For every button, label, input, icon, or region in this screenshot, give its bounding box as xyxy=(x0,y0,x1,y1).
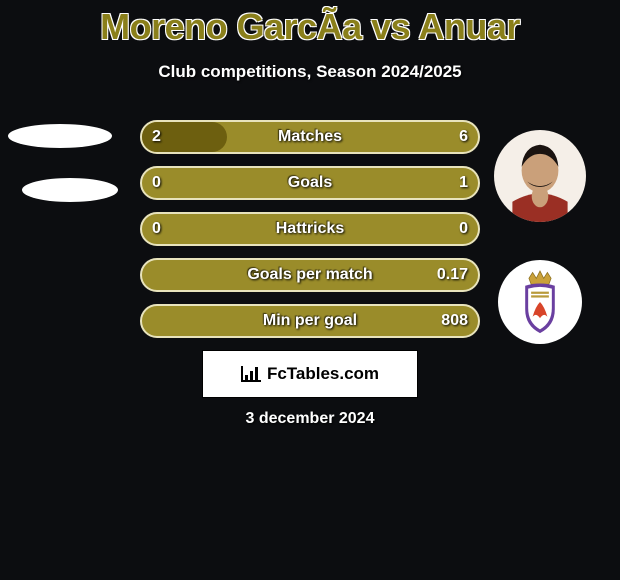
stat-left-value: 2 xyxy=(152,120,161,154)
date-text: 3 december 2024 xyxy=(0,410,620,428)
stat-bar-bg xyxy=(140,304,480,338)
avatar-placeholder xyxy=(22,178,118,202)
stat-right-value: 808 xyxy=(441,304,468,338)
stat-bar-bg xyxy=(140,258,480,292)
stat-left-value: 0 xyxy=(152,212,161,246)
avatar-placeholder xyxy=(8,124,112,148)
stat-right-value: 6 xyxy=(459,120,468,154)
stat-left-value: 0 xyxy=(152,166,161,200)
chart-icon xyxy=(241,366,261,382)
stat-right-value: 1 xyxy=(459,166,468,200)
club-badge xyxy=(498,260,582,344)
stat-right-value: 0 xyxy=(459,212,468,246)
stat-bar-bg xyxy=(140,120,480,154)
stat-bar-bg xyxy=(140,212,480,246)
branding-box: FcTables.com xyxy=(202,350,418,398)
branding-text: FcTables.com xyxy=(267,364,379,384)
stat-right-value: 0.17 xyxy=(437,258,468,292)
page-title: Moreno GarcÃ­a vs Anuar xyxy=(0,0,620,48)
subtitle: Club competitions, Season 2024/2025 xyxy=(0,62,620,82)
player-avatar xyxy=(494,130,586,222)
stat-bar-bg xyxy=(140,166,480,200)
